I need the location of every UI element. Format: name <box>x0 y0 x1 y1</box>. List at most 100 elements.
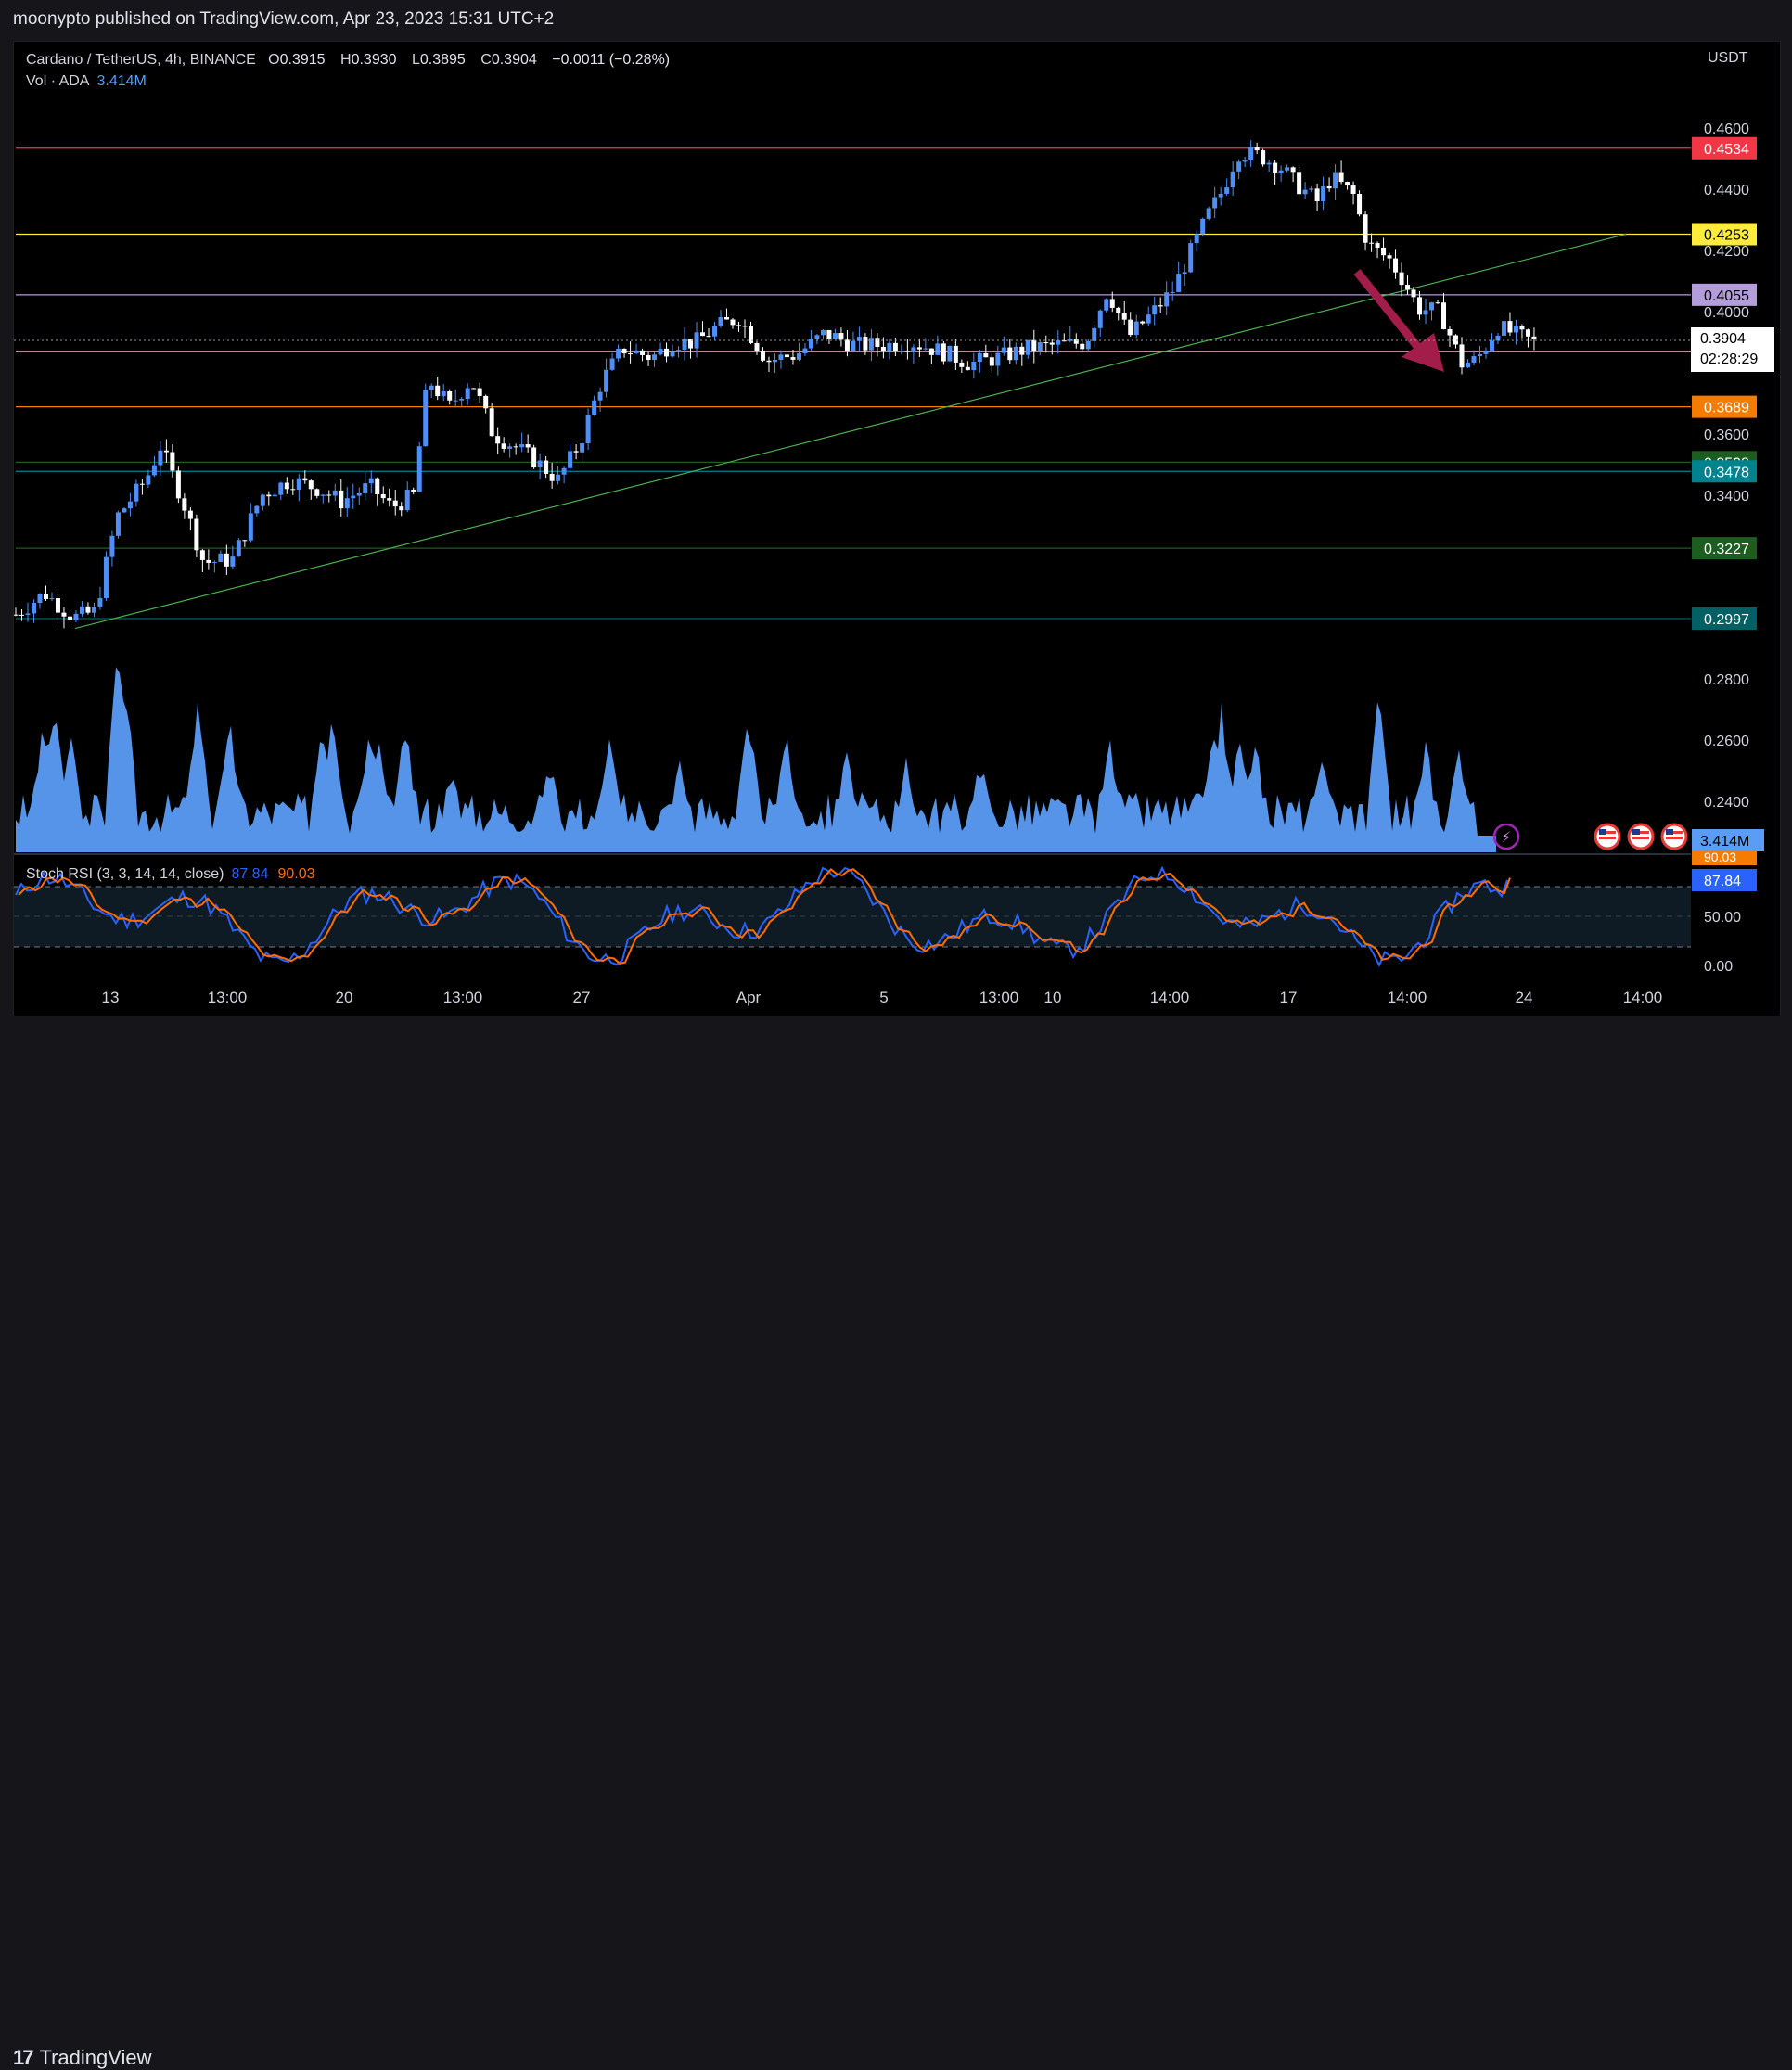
candle-body <box>1266 162 1272 165</box>
level-badge-bg <box>1692 607 1757 630</box>
candle-body <box>766 360 772 363</box>
time-tick: 17 <box>1280 989 1298 1006</box>
chart-canvas[interactable]: 0.45340.42530.40550.38690.36890.35080.34… <box>14 42 1780 1016</box>
time-tick: 13:00 <box>208 989 248 1006</box>
candle-body <box>923 348 928 350</box>
candle-body <box>103 556 109 598</box>
chart-frame[interactable]: 0.45340.42530.40550.38690.36890.35080.34… <box>13 41 1781 1016</box>
stoch-label: Stoch RSI (3, 3, 14, 14, close) <box>26 866 224 882</box>
candle-body <box>1092 327 1097 341</box>
candle-body <box>158 450 163 466</box>
candle-body <box>332 490 338 496</box>
time-tick: 14:00 <box>1388 989 1427 1006</box>
candle-body <box>1350 185 1356 195</box>
symbol-legend[interactable]: Cardano / TetherUS, 4h, BINANCE O0.3915 … <box>26 48 681 72</box>
candle-body <box>838 333 844 340</box>
candle-body <box>308 480 314 490</box>
candle-body <box>947 345 953 362</box>
us-flag-icon[interactable] <box>1627 823 1655 850</box>
candle-body <box>194 518 199 551</box>
volume-badge: 3.414M <box>1700 834 1749 850</box>
lightning-icon[interactable]: ⚡ <box>1492 823 1520 850</box>
price-tick: 0.4200 <box>1704 244 1749 260</box>
candle-body <box>1489 340 1494 351</box>
candle-body <box>1212 197 1218 209</box>
candle-body <box>1194 234 1199 244</box>
candle-body <box>170 452 175 471</box>
candle-body <box>1080 343 1085 350</box>
stoch-d-line <box>18 868 1511 965</box>
candle-body <box>375 478 380 494</box>
candle-body <box>199 550 205 560</box>
candle-body <box>1085 340 1091 350</box>
volume-label: Vol · ADA <box>26 73 90 89</box>
candle-body <box>513 446 518 448</box>
candle-body <box>236 540 241 557</box>
candle-body <box>483 395 489 409</box>
candle-body <box>254 505 260 514</box>
candle-body <box>423 390 429 447</box>
candle-body <box>676 350 682 352</box>
candle-body <box>736 325 741 326</box>
candle-body <box>392 500 398 507</box>
candle-body <box>1423 310 1428 315</box>
price-tick: 0.4600 <box>1704 121 1749 137</box>
time-tick: 27 <box>573 989 591 1006</box>
candle-body <box>784 354 789 358</box>
candle-body <box>363 483 368 493</box>
time-tick: 5 <box>879 989 888 1006</box>
candle-body <box>790 357 796 360</box>
price-tick: 0.2600 <box>1704 734 1749 749</box>
candle-body <box>597 391 603 401</box>
candle-body <box>1375 243 1380 248</box>
candle-body <box>507 446 513 449</box>
candle-body <box>1429 302 1435 311</box>
candle-body <box>134 483 139 502</box>
candle-body <box>1290 167 1296 172</box>
candle-body <box>1513 326 1518 333</box>
us-flag-icon[interactable] <box>1594 823 1621 850</box>
candle-body <box>706 336 711 338</box>
candle-body <box>640 350 646 355</box>
candle-body <box>760 351 765 361</box>
candle-body <box>290 489 296 491</box>
candle-body <box>302 478 308 481</box>
candles-group <box>14 140 1537 629</box>
candle-body <box>525 444 531 448</box>
high-value: 0.3930 <box>351 52 397 68</box>
candle-body <box>182 498 187 511</box>
volume-area-fill <box>16 667 1496 852</box>
stoch-rsi-lines <box>15 865 1511 967</box>
candle-body <box>49 598 55 600</box>
candle-body <box>718 316 723 326</box>
candle-body <box>1097 310 1103 328</box>
level-badge: 0.2997 <box>1704 612 1749 628</box>
stoch-legend[interactable]: Stoch RSI (3, 3, 14, 14, close) 87.84 90.0… <box>26 866 315 883</box>
candle-body <box>368 478 374 484</box>
stoch-d-badge: 90.03 <box>1704 850 1736 864</box>
time-tick: 10 <box>1044 989 1062 1006</box>
candle-body <box>206 559 211 563</box>
down-arrow-annotation[interactable] <box>1353 269 1444 372</box>
candle-body <box>604 369 609 392</box>
candle-body <box>242 540 248 542</box>
candle-body <box>1031 339 1037 351</box>
us-flag-icon[interactable] <box>1660 823 1688 850</box>
candle-body <box>1224 187 1230 194</box>
candle-body <box>887 342 892 351</box>
volume-badge-bg <box>1692 829 1764 851</box>
candle-body <box>296 478 301 491</box>
volume-legend[interactable]: Vol · ADA 3.414M <box>26 73 147 90</box>
candle-body <box>260 494 265 506</box>
candle-body <box>314 489 320 496</box>
candle-body <box>1399 272 1404 286</box>
candle-body <box>953 345 958 363</box>
brand[interactable]: 17 TradingView <box>13 2046 152 2070</box>
candle-body <box>1519 326 1525 330</box>
last-price-badge: 0.3904 02:28:29 <box>1691 327 1774 372</box>
candle-body <box>772 359 777 363</box>
candle-body <box>1230 171 1235 188</box>
candle-body <box>1417 297 1423 315</box>
candle-body <box>230 556 236 567</box>
candle-body <box>1109 299 1115 308</box>
